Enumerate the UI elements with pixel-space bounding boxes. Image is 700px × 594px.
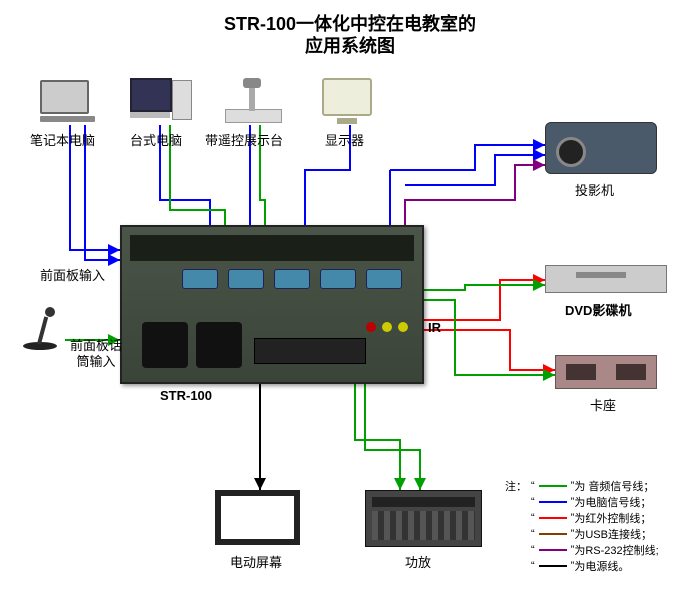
dvd-icon xyxy=(545,265,667,293)
label-mic: 前面板话筒输入 xyxy=(70,338,122,369)
label-front-in: 前面板输入 xyxy=(40,265,105,284)
label-desktop: 台式电脑 xyxy=(130,130,182,149)
projector-icon xyxy=(545,122,657,174)
label-laptop: 笔记本电脑 xyxy=(30,130,95,149)
legend-row: “”为电源线。 xyxy=(531,558,659,574)
visualizer-icon xyxy=(225,78,280,123)
amp-icon xyxy=(365,490,482,547)
legend-row: “”为RS-232控制线; xyxy=(531,542,659,558)
legend-row: “”为USB连接线； xyxy=(531,526,659,542)
label-str100: STR-100 xyxy=(160,388,212,403)
desktop-icon xyxy=(130,78,195,123)
laptop-icon xyxy=(40,80,95,120)
label-ir: IR xyxy=(428,320,441,335)
monitor-icon xyxy=(322,78,372,123)
mic-icon xyxy=(15,305,65,350)
label-monitor: 显示器 xyxy=(325,130,364,149)
legend-row: “”为红外控制线； xyxy=(531,510,659,526)
label-tape: 卡座 xyxy=(590,395,616,414)
tape-icon xyxy=(555,355,657,389)
label-projector: 投影机 xyxy=(575,180,614,199)
label-screen: 电动屏幕 xyxy=(230,552,282,571)
label-visualizer: 带遥控展示台 xyxy=(205,130,283,149)
diagram-stage: STR-100一体化中控在电教室的 应用系统图 xyxy=(0,0,700,594)
legend: 注： “”为 音频信号线；“”为电脑信号线；“”为红外控制线；“”为USB连接线… xyxy=(505,478,659,574)
label-dvd: DVD影碟机 xyxy=(565,300,631,319)
label-amp: 功放 xyxy=(405,552,431,571)
screen-icon xyxy=(215,490,300,545)
title-line2: 应用系统图 xyxy=(0,32,700,58)
str100-unit xyxy=(120,225,424,384)
legend-row: “”为 音频信号线； xyxy=(531,478,659,494)
legend-title: 注： xyxy=(505,478,527,574)
legend-row: “”为电脑信号线； xyxy=(531,494,659,510)
